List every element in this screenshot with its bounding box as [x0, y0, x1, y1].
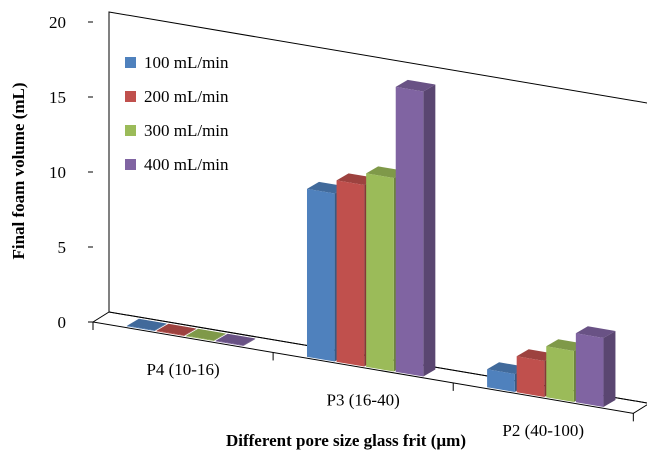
bar-top — [215, 333, 256, 346]
bar-side — [603, 330, 616, 407]
bar-front — [306, 188, 335, 362]
bar — [186, 328, 226, 342]
bar-side — [213, 333, 226, 342]
legend-label: 300 mL/min — [144, 121, 229, 140]
y-tick-label: 5 — [58, 238, 67, 257]
legend-label: 400 mL/min — [144, 155, 229, 174]
back-wall — [108, 11, 647, 404]
y-axis-title: Final foam volume (mL) — [9, 82, 28, 259]
bar-front — [156, 330, 185, 337]
bar-top — [126, 318, 167, 331]
x-axis-title: Different pore size glass frit (µm) — [226, 431, 466, 450]
bar-front — [546, 346, 574, 402]
bar-top — [186, 328, 226, 341]
category-label: P3 (16-40) — [327, 391, 400, 410]
bar-front — [575, 333, 604, 407]
y-tick-label: 20 — [49, 13, 66, 32]
bar-side — [154, 323, 167, 332]
legend-label: 200 mL/min — [144, 87, 229, 106]
bar-front — [126, 325, 155, 332]
bar-top — [575, 326, 616, 338]
legend-swatch — [125, 57, 136, 68]
category-label: P4 (10-16) — [146, 360, 219, 379]
axes-layer: 0 5 10 15 20 P4 (10-16) P3 (16-40) P2 (40-100) — [49, 13, 634, 440]
bar — [575, 326, 616, 407]
legend-swatch — [125, 125, 136, 136]
y-tick-label: 10 — [49, 163, 66, 182]
bar-side — [184, 328, 197, 337]
bar-layer — [126, 79, 616, 407]
bar — [215, 333, 256, 347]
legend-label: 100 mL/min — [144, 53, 229, 72]
bar-front — [516, 356, 545, 397]
bar-top — [395, 79, 436, 92]
bar-side — [423, 84, 436, 377]
legend: 100 mL/min 200 mL/min 300 mL/min 400 mL/min — [125, 53, 229, 174]
y-tick-label: 15 — [49, 88, 66, 107]
y-tick-label: 0 — [58, 313, 67, 332]
bar-front — [487, 369, 515, 392]
bar-top — [156, 323, 197, 336]
legend-swatch — [125, 91, 136, 102]
bar — [126, 318, 167, 332]
bar-front — [336, 180, 365, 367]
bar-front — [366, 173, 394, 372]
bar-front — [186, 335, 214, 342]
bar-side — [243, 338, 256, 347]
bar — [395, 79, 436, 377]
bar-front — [395, 86, 424, 377]
bar — [156, 323, 197, 337]
category-label: P2 (40-100) — [502, 421, 584, 440]
legend-swatch — [125, 159, 136, 170]
bar-front — [215, 340, 244, 347]
